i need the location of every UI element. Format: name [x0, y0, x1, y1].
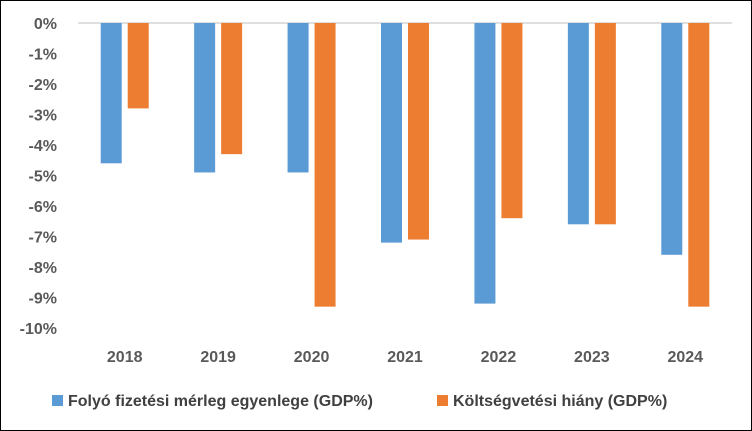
y-tick-label: -10% — [20, 321, 57, 338]
y-tick-label: -2% — [29, 77, 57, 94]
y-tick-label: -5% — [29, 169, 57, 186]
x-tick-label: 2020 — [294, 349, 330, 366]
legend-swatch — [437, 395, 448, 406]
x-tick-label: 2022 — [481, 349, 517, 366]
bar-budget-deficit-2020 — [314, 23, 336, 307]
legend-swatch — [52, 395, 63, 406]
x-tick-label: 2021 — [387, 349, 423, 366]
x-tick-label: 2023 — [574, 349, 610, 366]
bar-current-account-2019 — [194, 23, 216, 173]
bar-current-account-2020 — [287, 23, 309, 173]
y-tick-label: -9% — [29, 291, 57, 308]
bar-budget-deficit-2023 — [594, 23, 616, 225]
bar-budget-deficit-2021 — [408, 23, 429, 240]
y-tick-label: -1% — [29, 47, 57, 64]
x-tick-label: 2018 — [107, 349, 143, 366]
bar-budget-deficit-2024 — [688, 23, 710, 307]
y-tick-label: -4% — [29, 138, 57, 155]
bar-current-account-2018 — [100, 23, 122, 164]
y-tick-label: 0% — [34, 16, 57, 33]
x-axis: 2018 2019 2020 2021 2022 2023 2024 — [107, 349, 703, 366]
bar-current-account-2024 — [661, 23, 683, 255]
y-tick-label: -7% — [29, 230, 57, 247]
y-tick-label: -6% — [29, 199, 57, 216]
bar-current-account-2023 — [567, 23, 589, 225]
bars — [100, 23, 710, 307]
bar-budget-deficit-2019 — [221, 23, 243, 155]
y-tick-label: -8% — [29, 260, 57, 277]
legend-label: Költségvetési hiány (GDP%) — [453, 393, 667, 410]
y-axis: 0% -1% -2% -3% -4% -5% -6% -7% -8% -9% -10% — [20, 16, 57, 338]
bar-current-account-2022 — [474, 23, 496, 304]
bar-budget-deficit-2022 — [501, 23, 523, 219]
bar-current-account-2021 — [381, 23, 402, 243]
y-tick-label: -3% — [29, 108, 57, 125]
legend: Folyó fizetési mérleg egyenlege (GDP%) Kö… — [52, 393, 667, 410]
bar-budget-deficit-2018 — [127, 23, 149, 109]
x-tick-label: 2024 — [667, 349, 703, 366]
legend-label: Folyó fizetési mérleg egyenlege (GDP%) — [68, 393, 373, 410]
x-tick-label: 2019 — [200, 349, 236, 366]
